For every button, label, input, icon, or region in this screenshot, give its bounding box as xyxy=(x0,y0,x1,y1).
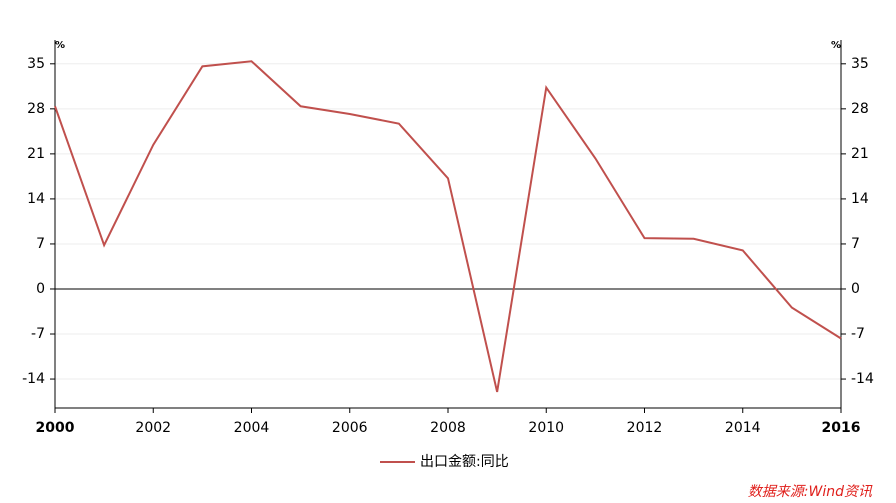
y-tick-label: -14 xyxy=(22,371,45,387)
y-tick-label: 14 xyxy=(27,191,45,207)
y2-tick-label: 35 xyxy=(851,56,869,72)
x-tick-label: 2002 xyxy=(135,420,171,436)
x-tick-label: 2012 xyxy=(627,420,663,436)
y-tick-label: 7 xyxy=(36,236,45,252)
y2-tick-label: 28 xyxy=(851,101,869,117)
legend-label: 出口金额:同比 xyxy=(420,454,509,470)
y2-tick-label: 0 xyxy=(851,281,860,297)
x-tick-label: 2008 xyxy=(430,420,466,436)
source: 数据来源:Wind资讯 xyxy=(748,484,873,500)
y2-tick-label: 21 xyxy=(851,146,869,162)
x-tick-label: 2010 xyxy=(528,420,564,436)
x-tick-label: 2006 xyxy=(332,420,368,436)
x-tick-label: 2000 xyxy=(36,420,75,436)
y-unit: % xyxy=(55,40,65,51)
y-tick-label: 21 xyxy=(27,146,45,162)
series-line xyxy=(54,60,842,393)
x-tick-label: 2004 xyxy=(234,420,270,436)
y-tick-label: 35 xyxy=(27,56,45,72)
y2-tick-label: 14 xyxy=(851,191,869,207)
x-tick-label: 2014 xyxy=(725,420,761,436)
y-tick-label: 28 xyxy=(27,101,45,117)
x-tick-label: 2016 xyxy=(822,420,861,436)
y2-tick-label: -14 xyxy=(851,371,874,387)
y2-tick-label: 7 xyxy=(851,236,860,252)
y2-tick-label: -7 xyxy=(851,326,865,342)
y2-unit: % xyxy=(831,40,841,51)
y-tick-label: -7 xyxy=(31,326,45,342)
y-tick-label: 0 xyxy=(36,281,45,297)
